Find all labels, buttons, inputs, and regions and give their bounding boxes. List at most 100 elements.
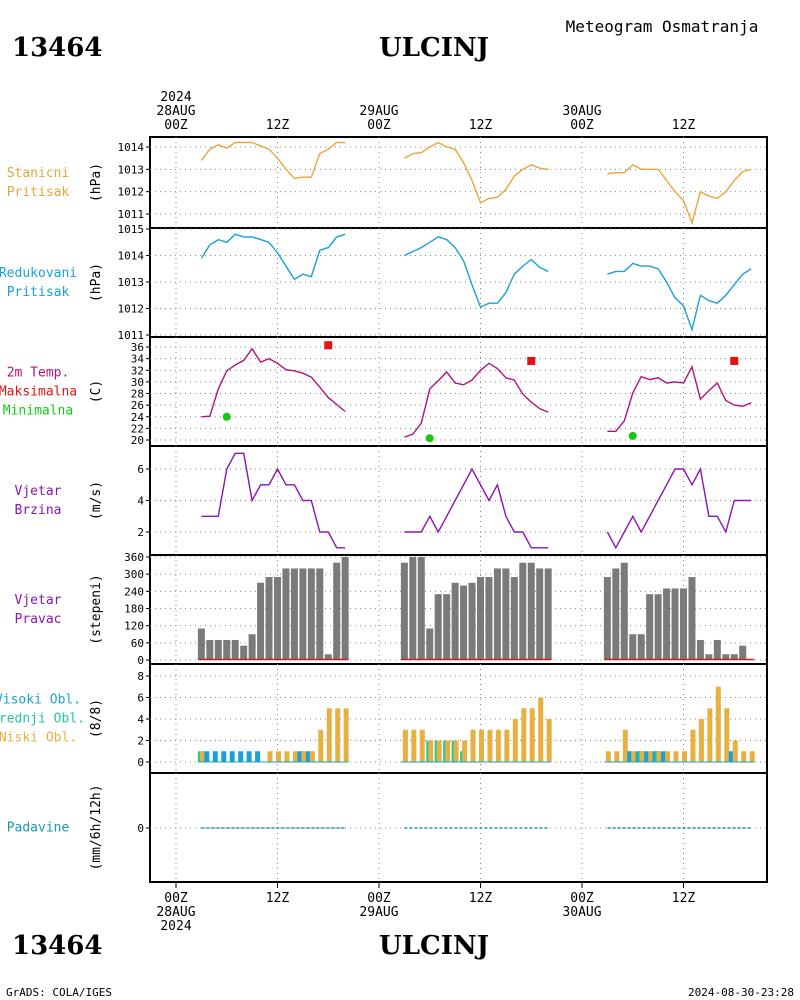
cloud-bar: [436, 740, 442, 762]
cloud-bar: [276, 751, 281, 762]
panel-title-line: Visoki Obl.: [0, 693, 81, 708]
y-tick-label: 120: [124, 620, 144, 633]
time-label-top: 2024: [160, 90, 191, 105]
cloud-bar: [462, 740, 468, 762]
direction-bar: [536, 568, 544, 660]
time-label-bottom: 12Z: [469, 891, 493, 906]
cloud-bar: [402, 729, 408, 762]
cloud-bar: [614, 751, 620, 762]
y-tick-label: 6: [137, 692, 144, 705]
cloud-bar: [690, 729, 696, 762]
direction-bar: [324, 654, 332, 660]
time-label-top: 12Z: [672, 118, 696, 133]
panel-title-line: Padavine: [7, 821, 70, 836]
y-tick-label: 4: [137, 495, 144, 508]
time-label-top: 12Z: [469, 118, 493, 133]
cloud-bar: [656, 751, 662, 762]
direction-bar: [646, 594, 654, 660]
cloud-bar: [728, 751, 734, 762]
direction-bar: [612, 568, 620, 660]
y-tick-label: 34: [131, 353, 145, 366]
direction-bar: [341, 557, 349, 660]
direction-bar: [654, 594, 662, 660]
cloud-bar: [512, 719, 518, 762]
direction-bar: [316, 568, 324, 660]
cloud-bar: [326, 708, 332, 762]
cloud-bar: [470, 729, 476, 762]
time-label-bottom: 28AUG: [156, 905, 195, 920]
cloud-bar: [292, 751, 298, 762]
y-tick-label: 26: [131, 399, 144, 412]
panel-frame: [149, 136, 768, 229]
max-temp-marker: [527, 356, 536, 365]
y-tick-label: 4: [137, 713, 144, 726]
panel-title-line: Minimalna: [3, 404, 73, 419]
y-tick-label: 1013: [118, 276, 145, 289]
cloud-bar: [627, 751, 633, 762]
cloud-bar: [749, 751, 755, 762]
series-line: [404, 362, 549, 438]
direction-bar: [451, 582, 459, 660]
direction-bar: [663, 588, 671, 660]
series-line: [607, 262, 752, 333]
panel-reduced-pressure: 1011 1012 1013 1014 1015 (hPa) Redukovani Priti…: [0, 223, 768, 342]
y-tick-label: 1011: [118, 208, 145, 221]
y-axis-label: (8/8): [89, 699, 104, 738]
panel-title-line: Pritisak: [7, 185, 70, 200]
direction-bar: [510, 577, 518, 660]
panel-precipitation: 0 (mm/6h/12h) Padavine: [7, 772, 768, 883]
cloud-bar: [661, 751, 667, 762]
direction-bar: [502, 568, 510, 660]
y-axis-label: (mm/6h/12h): [89, 784, 104, 870]
panel-title-line: Pravac: [15, 612, 62, 627]
cloud-bar: [229, 751, 235, 762]
direction-bar: [333, 562, 341, 660]
station-id-top: 13464: [12, 33, 102, 63]
cloud-bar: [605, 751, 611, 762]
cloud-bar: [199, 751, 205, 762]
cloud-bar: [715, 686, 721, 762]
y-axis-label: (m/s): [89, 481, 104, 520]
direction-bar: [544, 568, 552, 660]
cloud-bar: [343, 708, 349, 762]
cloud-bar: [221, 751, 227, 762]
direction-bar: [629, 634, 637, 660]
direction-bar: [231, 639, 239, 660]
y-tick-label: 0: [137, 756, 144, 769]
series-line: [404, 236, 549, 309]
cloud-bar: [631, 751, 637, 762]
min-temp-marker: [628, 431, 637, 440]
panel-station-pressure: 1011 1012 1013 1014 (hPa) Stanicni Pritisak: [7, 136, 768, 229]
cloud-bar: [479, 729, 484, 762]
cloud-bar: [212, 751, 218, 762]
y-tick-label: 0: [137, 654, 144, 667]
direction-bar: [671, 588, 679, 660]
panel-wind-speed: 2 4 6 (m/s) Vjetar Brzina: [15, 445, 768, 556]
direction-bar: [299, 568, 307, 660]
cloud-bar: [487, 729, 493, 762]
direction-bar: [603, 577, 611, 660]
y-tick-label: 28: [131, 388, 144, 401]
direction-bar: [307, 568, 315, 660]
direction-bar: [274, 577, 281, 660]
direction-bar: [240, 645, 248, 660]
y-axis-label: (hPa): [89, 263, 104, 302]
time-label-bottom: 12Z: [672, 891, 696, 906]
panel-title-line: Pritisak: [7, 285, 70, 300]
y-tick-label: 36: [131, 341, 144, 354]
series-line: [200, 141, 346, 180]
panel-title-line: Vjetar: [15, 484, 62, 499]
direction-bar: [265, 577, 273, 660]
cloud-bar: [255, 751, 261, 762]
min-temp-marker: [222, 412, 231, 421]
cloud-bar: [238, 751, 244, 762]
cloud-bar: [639, 751, 645, 762]
direction-bar: [434, 594, 442, 660]
cloud-bar: [309, 751, 315, 762]
cloud-bar: [305, 751, 311, 762]
cloud-bar: [648, 751, 654, 762]
direction-bar: [713, 639, 721, 660]
cloud-bar: [622, 729, 628, 762]
time-label-bottom: 00Z: [570, 891, 594, 906]
